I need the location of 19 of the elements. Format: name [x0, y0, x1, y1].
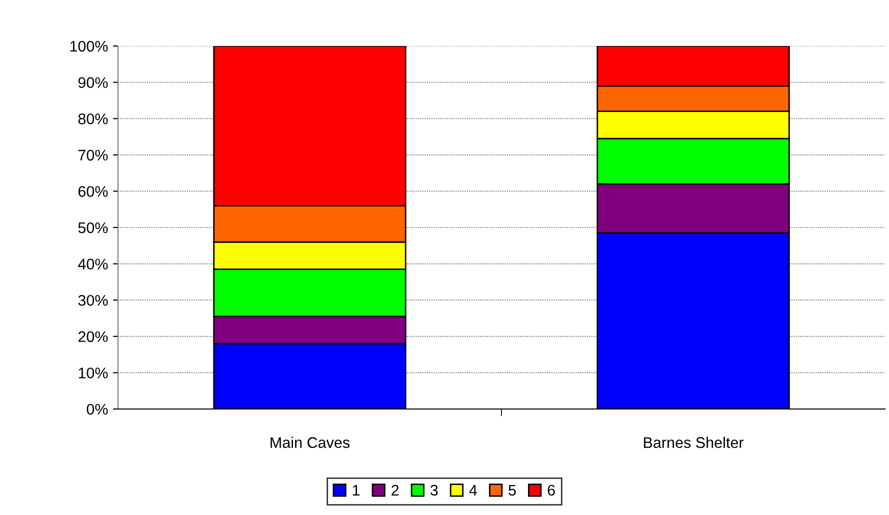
- y-tick-label: 90%: [78, 77, 108, 88]
- y-tick-label: 40%: [78, 258, 108, 270]
- x-tick-label: Barnes Shelter: [644, 436, 744, 448]
- legend-label: 2: [392, 484, 399, 496]
- y-tick-label: 20%: [78, 331, 108, 342]
- y-tick-label: 100%: [70, 40, 108, 52]
- y-tick-label: 10%: [78, 368, 108, 378]
- y-tick-label: 30%: [78, 294, 108, 306]
- legend-label: 6: [548, 484, 555, 496]
- legend-label: 4: [469, 484, 477, 496]
- y-tick-label: 50%: [78, 222, 108, 234]
- x-tick-label: Main Caves: [270, 436, 350, 448]
- y-tick-label: 0%: [86, 404, 108, 415]
- legend-label: 5: [508, 484, 516, 496]
- y-tick-label: 60%: [78, 186, 108, 197]
- y-tick-label: 70%: [78, 150, 108, 161]
- y-tick-label: 80%: [78, 113, 108, 124]
- legend-label: 1: [352, 484, 360, 496]
- legend-label: 3: [430, 484, 438, 496]
